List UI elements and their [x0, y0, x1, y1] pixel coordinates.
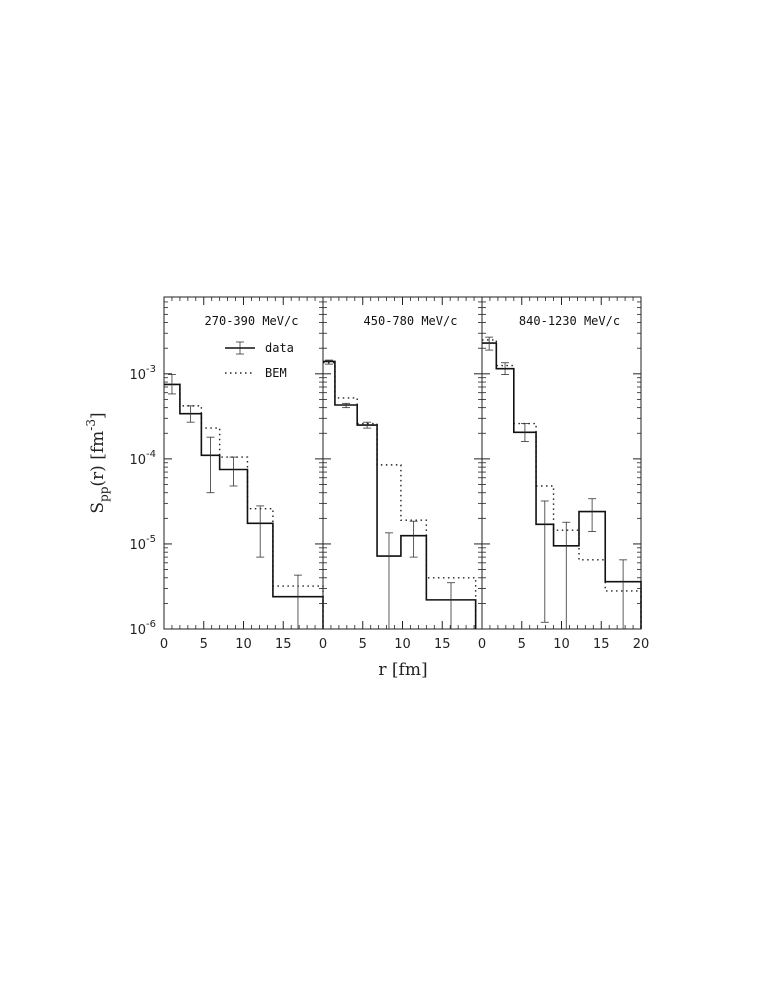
error-bar	[562, 521, 571, 629]
error-bar	[324, 359, 333, 365]
y-axis-title-sub: pp	[97, 486, 111, 502]
x-axis-title: r [fm]	[378, 660, 427, 680]
error-bar	[229, 456, 238, 487]
y-tick-label: 10-4	[129, 449, 156, 468]
y-tick-label: 10-3	[129, 364, 156, 383]
x-tick-label: 10	[235, 637, 252, 652]
error-bar	[409, 520, 418, 558]
legend-model-label: BEM	[265, 366, 287, 380]
x-tick-label: 0	[478, 637, 486, 652]
error-bar	[384, 532, 393, 629]
error-bar	[293, 574, 302, 629]
error-bar	[501, 362, 510, 375]
y-axis: 10-6 10-5 10-4 10-3	[129, 364, 156, 638]
error-bar	[186, 405, 195, 423]
x-tick-label: 5	[518, 637, 526, 652]
y-tick-label: 10-5	[129, 534, 156, 553]
model-series-line	[164, 383, 324, 629]
error-bar	[256, 505, 265, 558]
error-bar	[588, 498, 597, 532]
x-tick-label: 5	[200, 637, 208, 652]
error-bar	[446, 582, 455, 629]
panel-2: 450-780 MeV/c	[322, 296, 483, 630]
error-bar	[167, 374, 176, 395]
legend: data BEM	[225, 341, 294, 380]
x-tick-label: 15	[434, 637, 451, 652]
error-bar	[520, 423, 529, 442]
panel-title: 450-780 MeV/c	[364, 314, 458, 328]
y-axis-title-close: ]	[88, 412, 108, 419]
error-bar	[619, 559, 628, 629]
error-bar	[540, 500, 549, 623]
panels-layer: 270-390 MeV/c 450-780 MeV/c 840-1230 MeV/c…	[163, 296, 642, 630]
y-axis-title-base: S	[88, 502, 108, 514]
x-tick-label: 10	[394, 637, 411, 652]
panel-frame	[322, 296, 483, 630]
x-tick-label: 0	[319, 637, 327, 652]
x-tick-label: 0	[160, 637, 168, 652]
panel-1: 270-390 MeV/c	[163, 296, 324, 630]
error-bar	[363, 421, 372, 429]
panel-title: 840-1230 MeV/c	[519, 314, 620, 328]
x-tick-label: 5	[359, 637, 367, 652]
legend-data-label: data	[265, 341, 294, 355]
y-axis-title: Spp(r) [fm-3]	[84, 412, 111, 513]
panel-frame	[163, 296, 324, 630]
model-series-line	[323, 362, 477, 629]
y-axis-title-sup: -3	[84, 419, 98, 431]
error-bar	[485, 336, 494, 351]
panel-3: 840-1230 MeV/c	[481, 296, 642, 630]
y-axis-title-rest: (r) [fm	[88, 431, 108, 487]
data-series-line	[482, 342, 642, 629]
x-tick-label: 10	[553, 637, 570, 652]
error-bar	[342, 402, 351, 409]
x-tick-label: 15	[275, 637, 292, 652]
y-tick-label: 10-6	[129, 619, 156, 638]
model-series-line	[482, 339, 642, 629]
x-tick-label: 15	[593, 637, 610, 652]
data-series-line	[323, 360, 477, 629]
x-axis: 0 5 10 15 0 5 10 15 0 5 10 15 20	[160, 637, 649, 652]
panel-frame	[481, 296, 642, 630]
panel-title: 270-390 MeV/c	[205, 314, 299, 328]
data-series-line	[164, 383, 324, 629]
error-bar	[206, 436, 215, 494]
x-tick-label: 20	[633, 637, 650, 652]
